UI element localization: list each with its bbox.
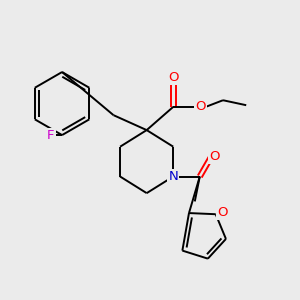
Text: O: O xyxy=(209,150,220,163)
Text: O: O xyxy=(168,70,178,83)
Text: O: O xyxy=(217,206,228,219)
Text: O: O xyxy=(196,100,206,113)
Text: N: N xyxy=(168,170,178,183)
Text: F: F xyxy=(47,129,55,142)
